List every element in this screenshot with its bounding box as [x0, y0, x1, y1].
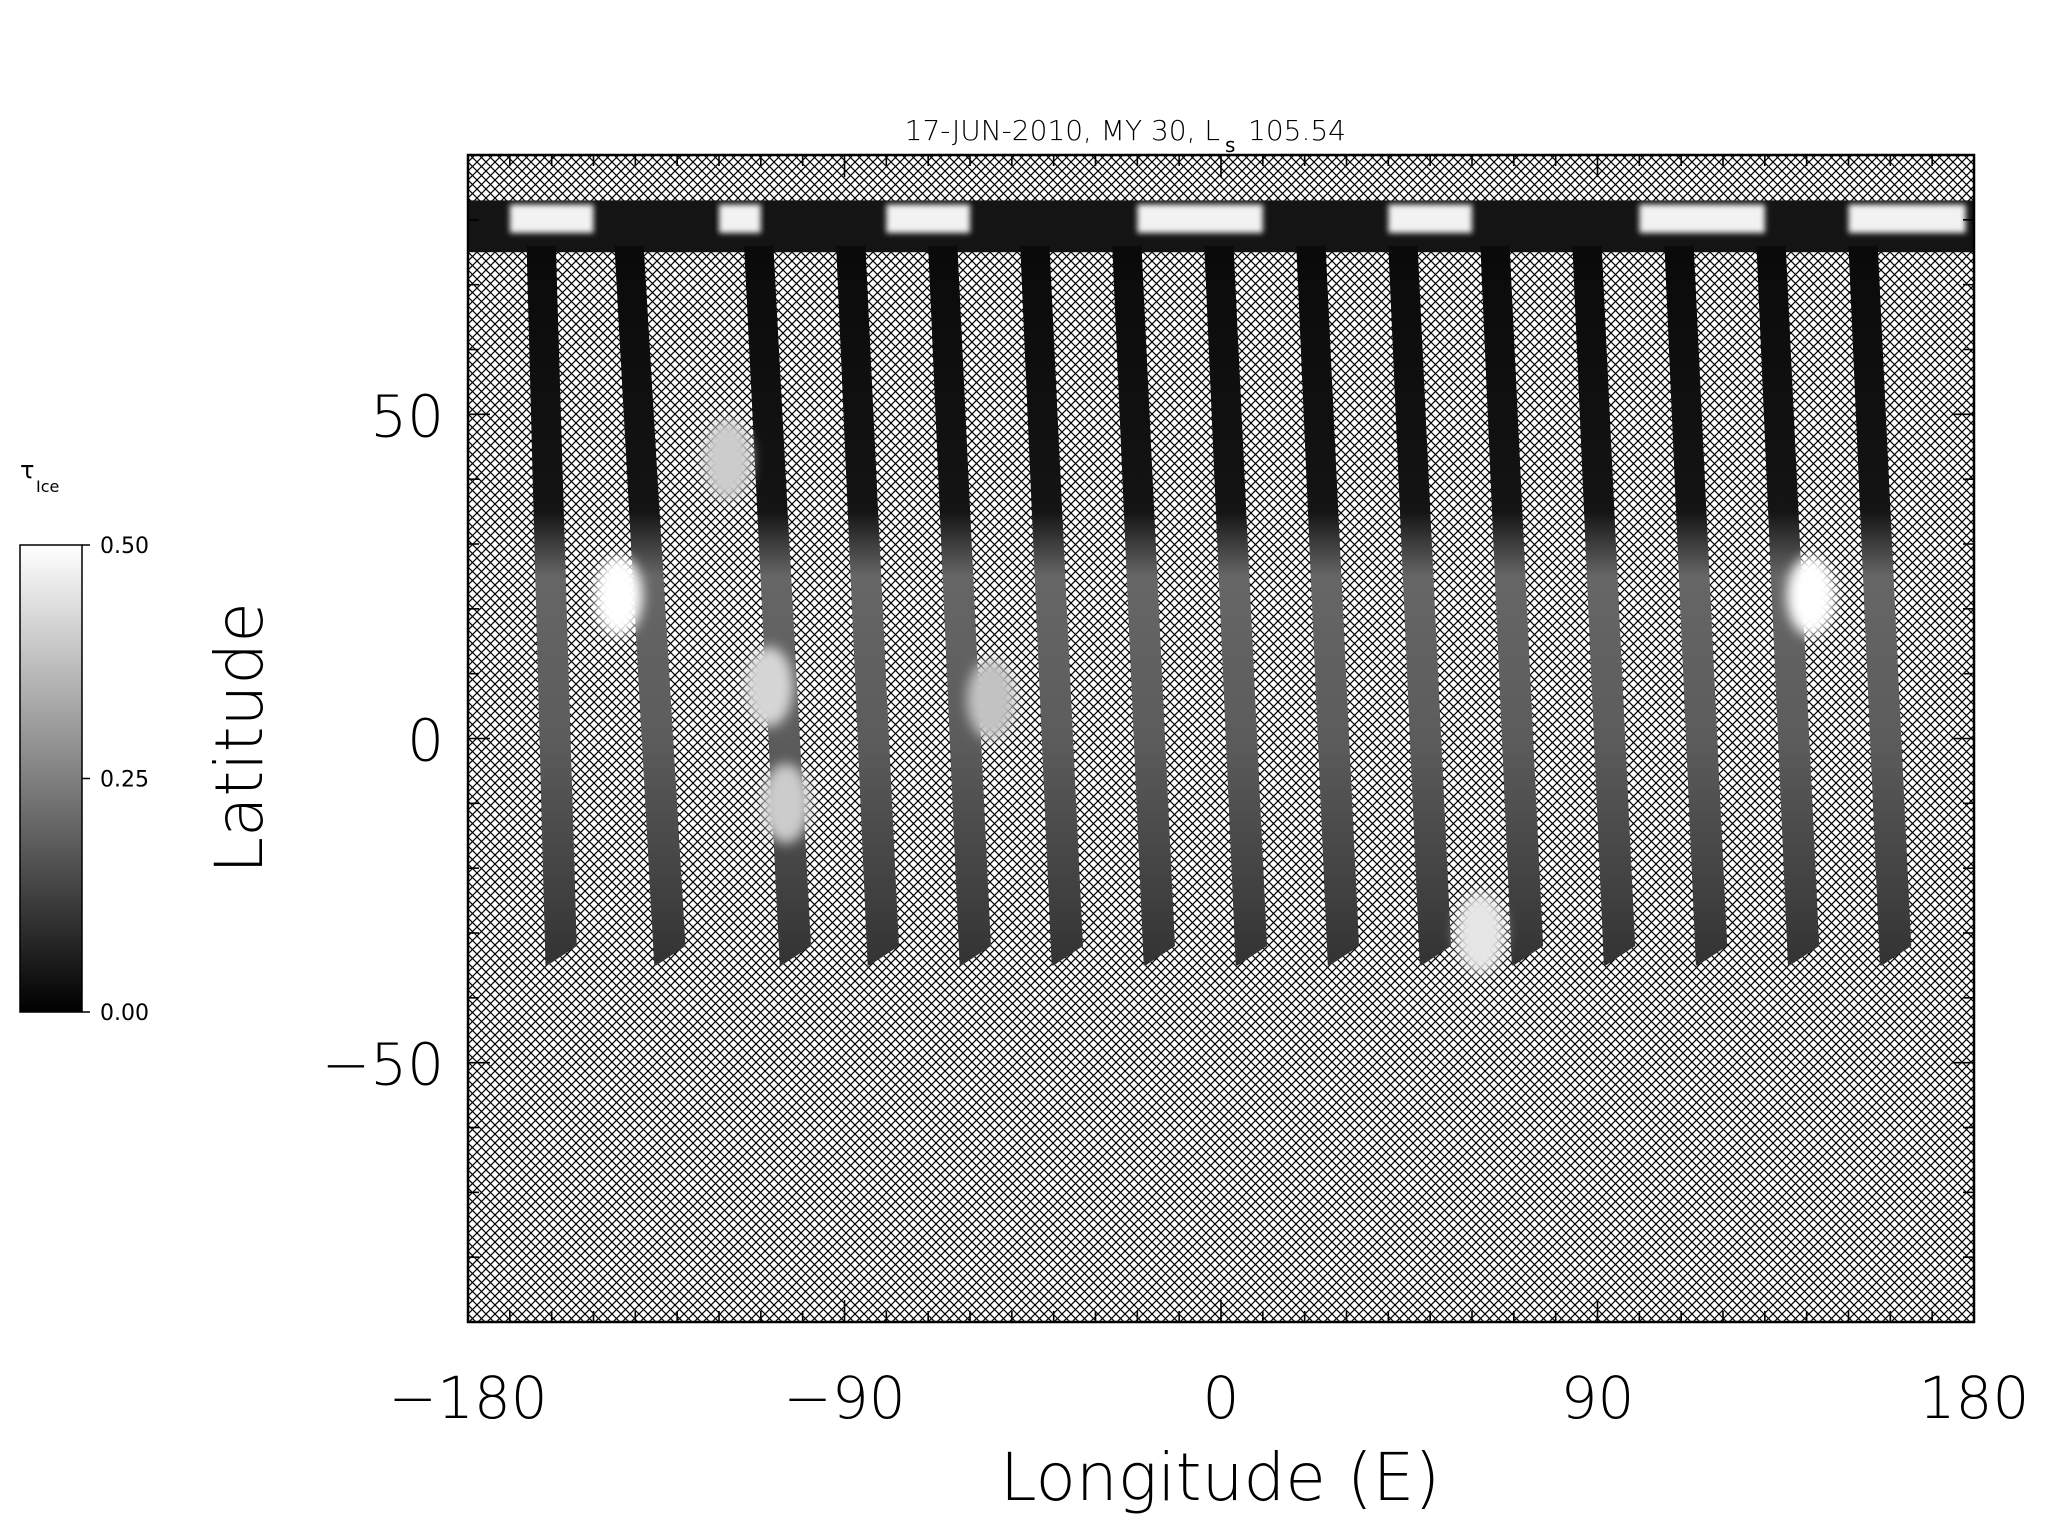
- x-tick-label: −90: [783, 1364, 905, 1432]
- polar-ice-patch: [1137, 204, 1263, 233]
- y-tick-label: 50: [370, 382, 444, 450]
- swath: [1664, 245, 1728, 966]
- swath: [928, 245, 991, 966]
- y-tick-label: −50: [322, 1031, 444, 1099]
- y-tick-label: 0: [407, 707, 444, 775]
- colorbar-label: τ: [20, 456, 34, 484]
- cloud-spot: [761, 763, 810, 844]
- cloud-spot: [594, 555, 643, 636]
- y-axis-label: Latitude: [201, 602, 278, 874]
- swath: [526, 245, 577, 966]
- x-tick-label: 90: [1561, 1364, 1635, 1432]
- swath: [836, 245, 899, 966]
- chart-title-subscript: s: [1225, 133, 1235, 157]
- x-axis-label: Longitude (E): [1000, 1439, 1440, 1516]
- swath: [1388, 245, 1452, 966]
- cloud-spot: [1456, 893, 1505, 973]
- x-tick-label: 180: [1919, 1364, 2030, 1432]
- polar-ice-patch: [509, 204, 594, 233]
- swath: [1112, 245, 1175, 966]
- colorbar-ticks: 0.00 0.25 0.50: [82, 534, 149, 1026]
- y-axis-ticks: −50 0 50: [322, 154, 1974, 1323]
- x-tick-label: −180: [388, 1364, 547, 1432]
- swath: [1296, 245, 1360, 966]
- colorbar-tick-label: 0.50: [100, 534, 149, 559]
- polar-ice-patch: [1388, 204, 1472, 233]
- cloud-spot: [703, 419, 752, 500]
- swath: [1204, 245, 1268, 966]
- colorbar-tick-label: 0.25: [100, 768, 149, 793]
- heatmap-layer: [468, 200, 1974, 973]
- chart-title-value: 105.54: [1248, 114, 1346, 147]
- chart-title: 17-JUN-2010, MY 30, L: [905, 114, 1220, 147]
- polar-ice-patch: [719, 204, 761, 233]
- cloud-spot: [1786, 555, 1835, 636]
- colorbar-label-subscript: Ice: [36, 477, 59, 496]
- swath: [614, 245, 686, 966]
- colorbar-tick-label: 0.00: [100, 1001, 149, 1026]
- swath: [1480, 245, 1544, 966]
- colorbar: [19, 544, 83, 1013]
- polar-ice-patch: [886, 204, 970, 233]
- swath: [1020, 245, 1083, 966]
- swath: [1572, 245, 1636, 966]
- polar-ice-patch: [1848, 204, 1966, 233]
- swath: [1848, 245, 1912, 966]
- cloud-spot: [745, 646, 794, 727]
- x-axis-ticks: −180 −90 0 90 180: [388, 155, 2029, 1432]
- cloud-spot: [966, 659, 1015, 740]
- x-tick-label: 0: [1203, 1364, 1240, 1432]
- polar-ice-patch: [1639, 204, 1765, 233]
